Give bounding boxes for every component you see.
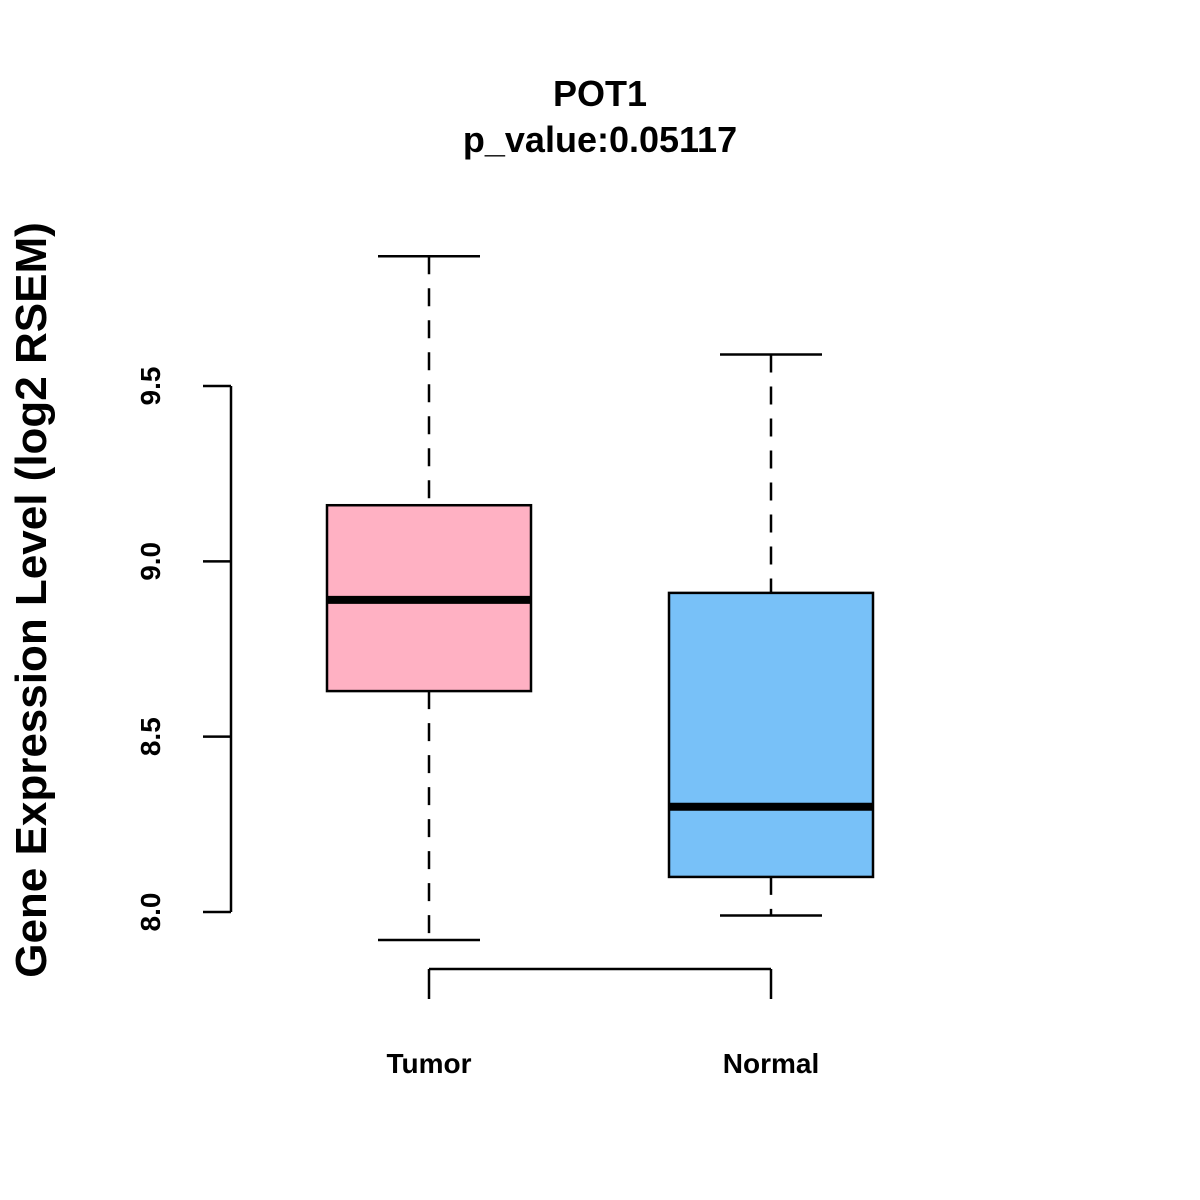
- y-axis: 8.0 8.5 9.0 9.5: [135, 367, 233, 932]
- y-tick-label: 8.0: [135, 893, 166, 932]
- y-axis-title: Gene Expression Level (log2 RSEM): [7, 222, 56, 978]
- chart-subtitle: p_value:0.05117: [463, 119, 737, 160]
- chart-title: POT1: [553, 73, 647, 114]
- x-tick-label: Tumor: [386, 1048, 471, 1079]
- y-tick-label: 9.5: [135, 367, 166, 406]
- x-axis: Tumor Normal: [386, 967, 819, 1079]
- y-tick-label: 8.5: [135, 717, 166, 756]
- plot-area: 8.0 8.5 9.0 9.5 Tumor Normal: [135, 255, 875, 1079]
- box-tumor: [325, 255, 533, 942]
- box-body: [667, 591, 875, 879]
- y-tick-label: 9.0: [135, 542, 166, 581]
- x-tick-label: Normal: [723, 1048, 819, 1079]
- box-normal: [667, 353, 875, 917]
